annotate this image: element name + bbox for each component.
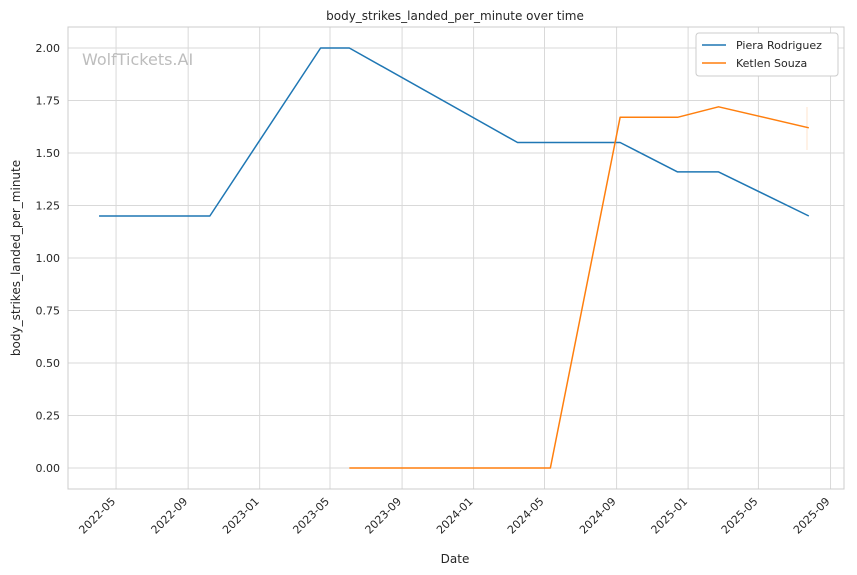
y-tick-label: 0.00 [36, 462, 61, 475]
x-tick-label: 2024-01 [434, 495, 476, 537]
legend: Piera Rodriguez Ketlen Souza [695, 32, 839, 77]
legend-box [695, 32, 839, 77]
series-lines [99, 47, 810, 469]
x-axis-label: Date [441, 552, 470, 566]
y-tick-label: 0.25 [36, 410, 61, 423]
y-tick-label: 1.50 [36, 147, 61, 160]
x-tick-label: 2022-09 [149, 495, 191, 537]
legend-label-ketlen-souza: Ketlen Souza [736, 57, 807, 70]
x-tick-label: 2023-01 [220, 495, 262, 537]
y-tick-label: 1.00 [36, 252, 61, 265]
x-tick-label: 2025-09 [791, 495, 833, 537]
x-tick-label: 2022-05 [76, 495, 118, 537]
y-tick-label: 1.25 [36, 200, 61, 213]
legend-label-piera-rodriguez: Piera Rodriguez [736, 39, 822, 52]
x-axis-ticks: 2022-05 2022-09 2023-01 2023-05 2023-09 2024-… [76, 495, 832, 537]
y-tick-label: 2.00 [36, 42, 61, 55]
chart-title: body_strikes_landed_per_minute over time [326, 9, 584, 23]
x-tick-label: 2025-01 [649, 495, 691, 537]
x-tick-label: 2025-05 [719, 495, 761, 537]
x-tick-label: 2023-05 [290, 495, 332, 537]
y-axis-ticks: 0.00 0.25 0.50 0.75 1.00 1.25 1.50 1.75 2.00 [36, 42, 61, 475]
plot-frame [67, 26, 845, 490]
grid-lines [68, 27, 844, 489]
y-tick-label: 0.75 [36, 305, 61, 318]
y-tick-label: 0.50 [36, 357, 61, 370]
series-line-ketlen-souza [349, 106, 809, 469]
y-tick-label: 1.75 [36, 95, 61, 108]
series-line-piera-rodriguez [99, 47, 810, 217]
y-axis-label: body_strikes_landed_per_minute [9, 160, 23, 356]
x-tick-label: 2023-09 [363, 495, 405, 537]
x-tick-label: 2024-05 [505, 495, 547, 537]
watermark: WolfTickets.AI [82, 50, 193, 69]
x-tick-label: 2024-09 [577, 495, 619, 537]
